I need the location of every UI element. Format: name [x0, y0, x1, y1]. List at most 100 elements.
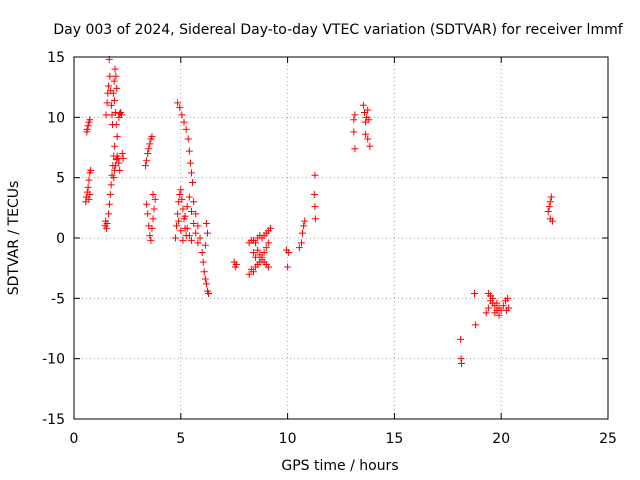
data-point	[297, 239, 305, 247]
data-point	[249, 248, 257, 256]
y-tick-label: -15	[42, 412, 65, 428]
data-point	[111, 142, 119, 150]
data-point	[106, 191, 114, 199]
data-point	[457, 335, 465, 343]
data-point	[351, 145, 359, 153]
data-point	[258, 253, 266, 261]
data-point	[544, 207, 552, 215]
data-point	[148, 224, 156, 232]
data-point	[105, 82, 113, 90]
data-point	[202, 220, 210, 228]
x-axis-title: GPS time / hours	[281, 458, 398, 474]
data-point	[196, 234, 204, 242]
data-point	[144, 150, 152, 158]
data-point	[359, 101, 367, 109]
data-point	[254, 246, 262, 254]
data-point	[301, 217, 309, 225]
data-point	[178, 195, 186, 203]
data-point	[105, 210, 113, 218]
data-point	[264, 263, 272, 271]
data-point	[362, 130, 370, 138]
data-point	[147, 236, 155, 244]
data-point	[190, 220, 198, 228]
data-point	[503, 306, 511, 314]
data-point	[182, 125, 190, 133]
data-point	[495, 311, 503, 319]
data-point	[107, 101, 115, 109]
data-point	[183, 224, 191, 232]
data-point	[176, 104, 184, 112]
data-point	[118, 150, 126, 158]
data-point	[116, 110, 124, 118]
data-point	[284, 263, 292, 271]
data-point	[178, 111, 186, 119]
data-point	[177, 227, 185, 235]
data-point	[113, 84, 121, 92]
data-point	[295, 244, 303, 252]
data-point	[457, 359, 465, 367]
data-point	[111, 96, 119, 104]
data-point	[112, 121, 120, 129]
data-point	[252, 239, 260, 247]
y-tick-label: 10	[47, 110, 65, 126]
data-point	[83, 128, 91, 136]
data-point	[173, 222, 181, 230]
data-point	[102, 224, 110, 232]
data-point	[499, 302, 507, 310]
data-point	[119, 154, 127, 162]
data-point	[311, 203, 319, 211]
data-point	[189, 178, 197, 186]
x-tick-label: 5	[176, 431, 185, 447]
x-tick-label: 0	[70, 431, 79, 447]
data-point	[86, 116, 94, 124]
y-tick-label: 15	[47, 50, 65, 66]
data-point	[151, 195, 159, 203]
data-point	[185, 232, 193, 240]
data-point	[187, 169, 195, 177]
data-point	[103, 99, 111, 107]
data-point	[84, 183, 92, 191]
data-point	[493, 299, 501, 307]
x-tick-label: 15	[385, 431, 403, 447]
grid	[74, 57, 608, 419]
data-point	[199, 258, 207, 266]
data-point	[484, 304, 492, 312]
data-point	[179, 205, 187, 213]
data-point	[171, 234, 179, 242]
data-point	[262, 244, 270, 252]
data-point	[86, 191, 94, 199]
data-point	[87, 166, 95, 174]
data-point	[311, 215, 319, 223]
data-point	[146, 140, 154, 148]
data-point	[180, 118, 188, 126]
data-point	[84, 122, 92, 130]
data-point	[187, 236, 195, 244]
y-tick-label: 0	[56, 231, 65, 247]
data-point	[192, 229, 200, 237]
data-point	[85, 195, 93, 203]
data-point	[299, 229, 307, 237]
tick-labels: 0 5 10 15 20 25 -15 -10 -5 0 5 10 15	[42, 50, 617, 447]
data-point	[85, 176, 93, 184]
data-point	[145, 145, 153, 153]
x-tick-label: 20	[492, 431, 510, 447]
data-point	[112, 72, 120, 80]
data-point	[174, 99, 182, 107]
data-point	[504, 294, 512, 302]
data-point	[472, 321, 480, 329]
data-point	[149, 191, 157, 199]
data-point	[311, 171, 319, 179]
data-points	[82, 55, 556, 367]
data-point	[245, 270, 253, 278]
data-point	[144, 210, 152, 218]
data-point	[183, 203, 191, 211]
data-point	[192, 210, 200, 218]
data-point	[179, 236, 187, 244]
data-point	[205, 290, 213, 298]
data-point	[143, 157, 151, 165]
data-point	[186, 159, 194, 167]
data-point	[143, 200, 151, 208]
data-point	[264, 239, 272, 247]
data-point	[146, 232, 154, 240]
